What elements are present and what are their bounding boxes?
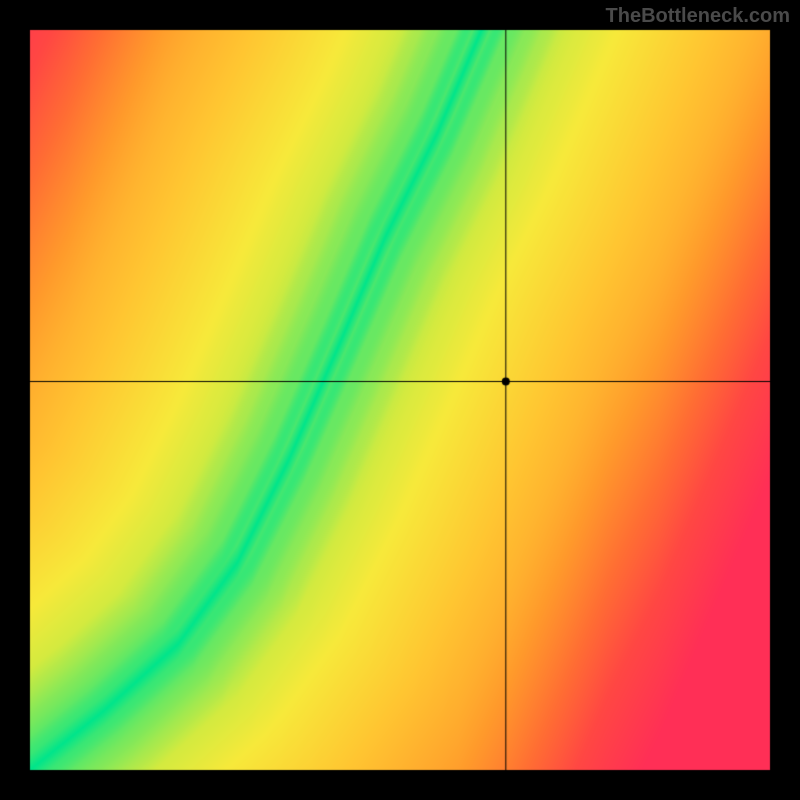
heatmap-canvas bbox=[0, 0, 800, 800]
chart-container: TheBottleneck.com bbox=[0, 0, 800, 800]
watermark-text: TheBottleneck.com bbox=[606, 5, 790, 28]
